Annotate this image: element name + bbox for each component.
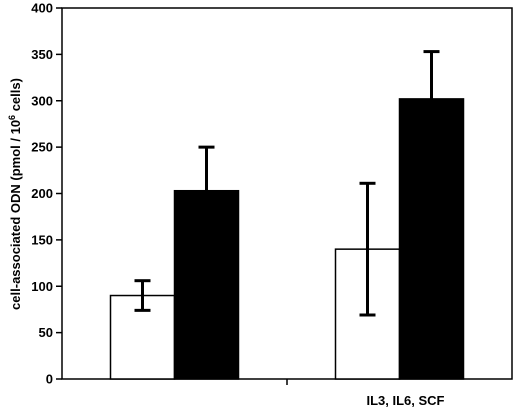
x-axis-categories: IL3, IL6, SCF: [286, 379, 445, 408]
y-tick-label: 100: [31, 279, 53, 294]
bar: [173, 189, 240, 380]
y-tick-label: 0: [46, 372, 53, 387]
x-category-label: IL3, IL6, SCF: [366, 393, 444, 408]
y-axis-title-superscript: 6: [7, 115, 17, 120]
y-tick-label: 400: [31, 1, 53, 16]
y-tick-label: 200: [31, 186, 53, 201]
y-tick-label: 50: [39, 325, 53, 340]
y-tick-label: 250: [31, 140, 53, 155]
bars: [109, 98, 465, 380]
y-axis-ticks: 0 50 100 150 200 250 300 350 400: [31, 1, 62, 387]
y-tick-label: 150: [31, 232, 53, 247]
y-tick-label: 300: [31, 93, 53, 108]
y-axis-title-unit: cells): [8, 78, 23, 115]
error-bars: [134, 50, 440, 317]
bar: [398, 98, 465, 380]
y-tick-label: 350: [31, 47, 53, 62]
y-axis-title-main: cell-associated ODN (pmol / 10: [8, 120, 23, 310]
y-axis-title: cell-associated ODN (pmol / 106 cells): [7, 78, 23, 310]
